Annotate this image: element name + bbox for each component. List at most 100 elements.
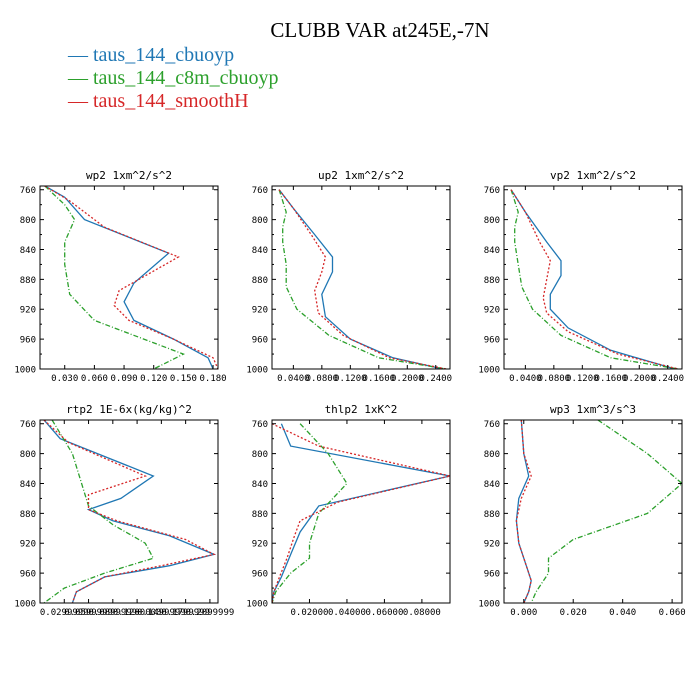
y-tick-label: 920 bbox=[484, 306, 500, 316]
y-tick-label: 920 bbox=[20, 306, 36, 316]
x-tick-label: 0.0899999 bbox=[88, 608, 137, 618]
x-tick-label: 0.0800 bbox=[538, 374, 571, 384]
series-line-taus-144-cbuoyp bbox=[44, 186, 214, 369]
x-tick-label: 0.0400 bbox=[277, 374, 310, 384]
x-tick-label: 0.2099999 bbox=[186, 608, 235, 618]
chart-title: thlp2 1xK^2 bbox=[325, 403, 398, 416]
y-tick-label: 1000 bbox=[14, 600, 36, 610]
series-line-taus-144-smoothH bbox=[515, 420, 532, 603]
y-tick-label: 1000 bbox=[246, 366, 268, 376]
legend-dash: — bbox=[68, 44, 93, 66]
series-line-taus-144-cbuoyp bbox=[510, 189, 676, 369]
x-tick-label: 0.1600 bbox=[595, 374, 628, 384]
y-tick-label: 960 bbox=[484, 336, 500, 346]
x-tick-label: 0.040 bbox=[609, 608, 636, 618]
series-line-taus-144-c8m-cbuoyp bbox=[272, 423, 348, 603]
x-tick-label: 0.08000 bbox=[403, 608, 441, 618]
x-tick-label: 0.0599999 bbox=[64, 608, 113, 618]
y-tick-label: 840 bbox=[484, 246, 500, 256]
x-tick-label: 0.030 bbox=[51, 374, 78, 384]
legend-label: taus_144_cbuoyp bbox=[93, 44, 235, 66]
y-tick-label: 800 bbox=[252, 450, 268, 460]
chart-title: rtp2 1E-6x(kg/kg)^2 bbox=[66, 403, 192, 416]
y-tick-label: 960 bbox=[252, 336, 268, 346]
y-tick-label: 880 bbox=[484, 510, 500, 520]
series-line-taus-144-smoothH bbox=[43, 420, 216, 603]
series-line-taus-144-c8m-cbuoyp bbox=[43, 420, 155, 603]
x-tick-label: 0.2400 bbox=[652, 374, 685, 384]
y-tick-label: 800 bbox=[20, 216, 36, 226]
plot-frame bbox=[39, 185, 219, 370]
y-tick-label: 920 bbox=[20, 540, 36, 550]
x-tick-label: 0.04000 bbox=[328, 608, 366, 618]
chart-panel-5: thlp2 1xK^2 760 800 840 880 920 960 1000 0.02000… bbox=[246, 403, 451, 618]
plot-frame bbox=[271, 185, 451, 370]
x-tick-label: 0.2400 bbox=[420, 374, 453, 384]
x-tick-label: 0.0400 bbox=[509, 374, 542, 384]
x-tick-label: 0.1200 bbox=[566, 374, 599, 384]
y-tick-label: 760 bbox=[20, 186, 36, 196]
x-tick-label: 0.090 bbox=[111, 374, 138, 384]
y-tick-label: 880 bbox=[20, 510, 36, 520]
chart-panel-3: vp2 1xm^2/s^2 760 800 840 880 920 960 1000 0.040… bbox=[478, 169, 684, 384]
y-tick-label: 1000 bbox=[14, 366, 36, 376]
series-line-taus-144-c8m-cbuoyp bbox=[278, 189, 447, 369]
y-tick-label: 760 bbox=[484, 186, 500, 196]
y-tick-label: 800 bbox=[252, 216, 268, 226]
y-tick-label: 800 bbox=[484, 216, 500, 226]
legend-dash: — bbox=[68, 90, 93, 112]
x-tick-label: 0.000 bbox=[510, 608, 537, 618]
x-tick-label: 0.0800 bbox=[306, 374, 339, 384]
y-tick-label: 960 bbox=[252, 570, 268, 580]
figure-title: CLUBB VAR at245E,-7N bbox=[270, 18, 490, 42]
chart-title: up2 1xm^2/s^2 bbox=[318, 169, 404, 182]
series-line-taus-144-cbuoyp bbox=[272, 423, 450, 603]
chart-panel-6: wp3 1xm^3/s^3 760 800 840 880 920 960 1000 0.000… bbox=[478, 403, 685, 618]
y-tick-label: 840 bbox=[484, 480, 500, 490]
y-tick-label: 1000 bbox=[478, 600, 500, 610]
legend-item-smoothh: — taus_144_smoothH bbox=[68, 90, 279, 113]
chart-panel-4: rtp2 1E-6x(kg/kg)^2 760 800 840 880 920 960 100… bbox=[14, 403, 234, 618]
x-tick-label: 0.180 bbox=[200, 374, 227, 384]
legend-label: taus_144_c8m_cbuoyp bbox=[93, 67, 279, 89]
y-tick-label: 760 bbox=[252, 186, 268, 196]
y-tick-label: 960 bbox=[20, 336, 36, 346]
y-tick-label: 960 bbox=[20, 570, 36, 580]
y-tick-label: 760 bbox=[484, 420, 500, 430]
x-tick-label: 0.060 bbox=[81, 374, 108, 384]
x-tick-label: 0.060 bbox=[659, 608, 686, 618]
y-tick-label: 840 bbox=[20, 480, 36, 490]
x-tick-label: 0.2000 bbox=[623, 374, 656, 384]
chart-title: wp3 1xm^3/s^3 bbox=[550, 403, 636, 416]
y-tick-label: 880 bbox=[20, 276, 36, 286]
chart-panel-1: wp2 1xm^2/s^2 760 800 840 880 920 960 1000 0.030… bbox=[14, 169, 226, 384]
legend: — taus_144_cbuoyp — taus_144_c8m_cbuoyp … bbox=[68, 44, 279, 113]
x-tick-label: 0.02000 bbox=[291, 608, 329, 618]
x-tick-label: 0.020 bbox=[560, 608, 587, 618]
y-tick-label: 800 bbox=[20, 450, 36, 460]
y-tick-label: 1000 bbox=[478, 366, 500, 376]
y-tick-label: 1000 bbox=[246, 600, 268, 610]
plot-frame bbox=[39, 419, 219, 604]
series-line-taus-144-cbuoyp bbox=[278, 189, 444, 369]
plot-frame bbox=[503, 185, 683, 370]
x-tick-label: 0.06000 bbox=[365, 608, 403, 618]
x-tick-label: 0.0299999 bbox=[40, 608, 89, 618]
chart-panel-2: up2 1xm^2/s^2 760 800 840 880 920 960 1000 0.040… bbox=[246, 169, 452, 384]
x-tick-label: 0.1200000 bbox=[113, 608, 162, 618]
series-line-taus-144-smoothH bbox=[44, 186, 218, 369]
y-tick-label: 760 bbox=[252, 420, 268, 430]
x-tick-label: 0.1499999 bbox=[137, 608, 186, 618]
y-tick-label: 880 bbox=[252, 276, 268, 286]
chart-title: wp2 1xm^2/s^2 bbox=[86, 169, 172, 182]
y-tick-label: 800 bbox=[484, 450, 500, 460]
y-tick-label: 960 bbox=[484, 570, 500, 580]
x-tick-label: 0.1200 bbox=[334, 374, 367, 384]
x-tick-label: 0.150 bbox=[170, 374, 197, 384]
series-line-taus-144-c8m-cbuoyp bbox=[44, 186, 186, 369]
x-tick-label: 0.2000 bbox=[391, 374, 424, 384]
y-tick-label: 880 bbox=[252, 510, 268, 520]
y-tick-label: 920 bbox=[252, 306, 268, 316]
series-line-taus-144-cbuoyp bbox=[43, 420, 217, 603]
